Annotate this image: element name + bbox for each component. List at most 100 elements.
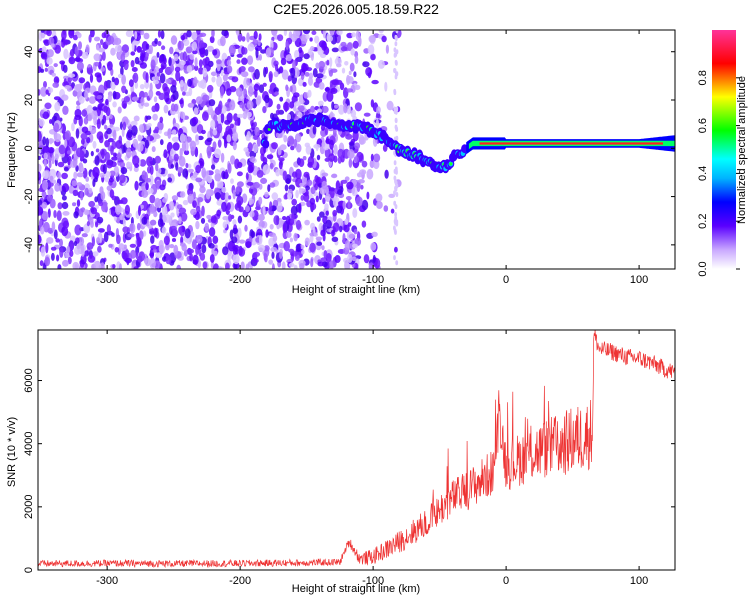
- heatmap-y-axis: -40 -20 0 20 40: [23, 46, 675, 253]
- heatmap-noise-cell: [111, 76, 115, 83]
- heatmap-noise-cell: [170, 64, 175, 72]
- heatmap-noise-cell: [222, 246, 229, 256]
- heatmap-y-tick-label: 40: [23, 46, 35, 58]
- heatmap-noise-cell: [143, 32, 150, 40]
- heatmap-noise-cell: [316, 73, 324, 79]
- heatmap-noise-cell: [61, 30, 67, 40]
- heatmap-noise-cell: [283, 194, 287, 200]
- heatmap-noise-cell: [157, 30, 162, 38]
- heatmap-noise-cell: [321, 40, 327, 51]
- heatmap-noise-cell: [84, 187, 89, 196]
- heatmap-noise-cell: [310, 105, 315, 113]
- heatmap-noise-cell: [165, 255, 172, 265]
- heatmap-noise-cell: [393, 255, 396, 261]
- heatmap-noise-cell: [194, 146, 199, 158]
- heatmap-noise-cell: [186, 65, 193, 73]
- heatmap-noise-cell: [156, 72, 161, 77]
- heatmap-noise-cell: [257, 214, 265, 221]
- heatmap-noise-cell: [329, 260, 335, 269]
- heatmap-noise-cell: [68, 56, 76, 65]
- heatmap-noise-cell: [308, 72, 314, 79]
- colorbar-tick-label: 0.6: [697, 118, 709, 133]
- heatmap-noise-cell: [153, 96, 158, 103]
- heatmap-noise-cell: [278, 157, 285, 162]
- heatmap-noise-cell: [287, 192, 293, 200]
- heatmap-noise-cell: [239, 66, 246, 72]
- heatmap-noise-cell: [245, 263, 250, 269]
- heatmap-noise-cell: [139, 159, 147, 167]
- heatmap-noise-cell: [358, 136, 366, 145]
- heatmap-noise-cell: [202, 111, 209, 122]
- heatmap-noise-cell: [360, 184, 364, 190]
- heatmap-noise-cell: [114, 44, 122, 53]
- heatmap-noise-cell: [45, 242, 49, 254]
- heatmap-noise-cell: [194, 57, 198, 67]
- heatmap-noise-cell: [378, 30, 384, 34]
- colorbar-tick-label: 0.8: [697, 70, 709, 85]
- heatmap-noise-cell: [122, 217, 127, 227]
- heatmap-noise-cell: [321, 105, 329, 114]
- heatmap-noise-cell: [353, 71, 357, 78]
- heatmap-noise-cell: [248, 85, 254, 97]
- snr-x-tick-label: -200: [229, 575, 251, 587]
- heatmap-noise-cell: [40, 68, 45, 73]
- heatmap-noise-cell: [330, 173, 338, 179]
- heatmap-noise-cell: [395, 221, 399, 227]
- heatmap-noise-cell: [175, 70, 181, 82]
- heatmap-noise-cell: [141, 52, 145, 63]
- heatmap-noise-cell: [167, 128, 172, 140]
- heatmap-noise-cell: [323, 250, 328, 259]
- heatmap-noise-cell: [394, 212, 397, 217]
- heatmap-ridge-cell: [449, 162, 453, 166]
- heatmap-noise-cell: [149, 174, 154, 186]
- heatmap-noise-cell: [236, 113, 245, 118]
- heatmap-noise-cell: [304, 219, 310, 226]
- heatmap-noise-cell: [178, 155, 182, 161]
- heatmap-noise-cell: [349, 62, 355, 72]
- heatmap-noise-cell: [239, 239, 246, 244]
- heatmap-noise-cell: [303, 53, 310, 60]
- heatmap-noise-cell: [158, 129, 162, 134]
- heatmap-noise-cell: [64, 138, 68, 148]
- heatmap-noise-cell: [329, 139, 334, 150]
- heatmap-noise-cell: [149, 165, 154, 176]
- heatmap-noise-cell: [54, 182, 61, 192]
- heatmap-noise-cell: [171, 195, 179, 201]
- heatmap-noise-cell: [246, 111, 252, 118]
- heatmap-noise-cell: [325, 193, 331, 203]
- heatmap-noise-cell: [193, 107, 199, 115]
- heatmap-noise-cell: [158, 167, 162, 174]
- heatmap-x-tick-label: -200: [229, 274, 251, 286]
- heatmap-noise-cell: [52, 179, 57, 184]
- heatmap-noise-cell: [104, 171, 111, 178]
- heatmap-noise-cell: [144, 139, 150, 149]
- heatmap-noise-cell: [136, 222, 141, 231]
- heatmap-noise-cell: [212, 235, 219, 244]
- heatmap-noise-cell: [136, 46, 143, 53]
- heatmap-noise-cell: [154, 155, 161, 164]
- heatmap-noise-cell: [273, 215, 280, 226]
- heatmap-noise-cell: [191, 116, 199, 125]
- snr-x-axis: -300 -200 -100 0 100: [96, 330, 648, 587]
- heatmap-noise-cell: [104, 175, 110, 183]
- heatmap-noise-cell: [46, 57, 53, 65]
- heatmap-noise-cell: [272, 234, 278, 242]
- heatmap-noise-cell: [92, 166, 100, 178]
- heatmap-noise-cell: [169, 244, 175, 249]
- heatmap-noise-cell: [176, 264, 182, 269]
- heatmap-noise-cell: [232, 254, 240, 265]
- heatmap-noise-cell: [131, 125, 138, 136]
- heatmap-noise-cell: [344, 176, 350, 182]
- heatmap-noise-cell: [346, 105, 352, 115]
- heatmap-noise-cell: [303, 171, 310, 178]
- heatmap-noise-cell: [195, 205, 201, 214]
- heatmap-noise-cell: [226, 88, 232, 96]
- heatmap-noise-cell: [146, 115, 152, 120]
- heatmap-noise-cell: [96, 216, 104, 224]
- heatmap-noise-cell: [370, 153, 374, 162]
- heatmap-noise-cell: [331, 101, 335, 110]
- heatmap-noise-cell: [81, 250, 85, 257]
- heatmap-noise-cell: [149, 230, 155, 235]
- heatmap-noise-cell: [221, 58, 226, 68]
